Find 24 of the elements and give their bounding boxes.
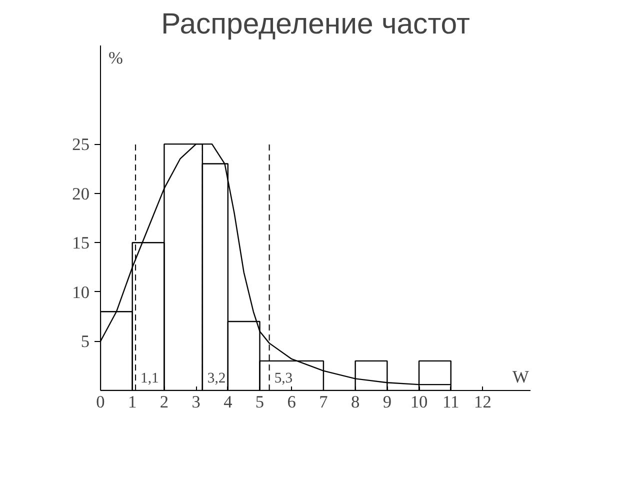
x-tick-label: 9	[382, 392, 392, 412]
x-tick-label: 7	[319, 392, 328, 412]
x-axis-title: W	[512, 368, 530, 386]
ref-line-label: 1,1	[140, 370, 159, 386]
x-tick-label: 12	[474, 392, 492, 412]
y-tick-label: 25	[72, 135, 90, 154]
y-tick-label: 10	[72, 282, 90, 302]
y-tick-label: 15	[72, 234, 90, 253]
x-tick-label: 4	[224, 392, 233, 412]
x-tick-label: 1	[128, 392, 137, 412]
y-axis-title: %	[108, 48, 123, 68]
x-tick-label: 11	[442, 392, 460, 412]
ref-line-label: 5,3	[274, 370, 293, 386]
chart-title: Распределение частот	[161, 8, 470, 40]
x-tick-label: 3	[192, 392, 200, 412]
x-tick-label: 5	[255, 392, 264, 412]
x-tick-label: 10	[410, 392, 428, 412]
ref-line-label: 3,2	[207, 370, 226, 386]
y-tick-label: 5	[80, 332, 90, 352]
x-tick-label: 0	[96, 392, 105, 412]
x-tick-label: 8	[350, 392, 360, 412]
x-tick-label: 2	[160, 392, 169, 412]
x-tick-label: 6	[287, 392, 296, 412]
y-tick-label: 20	[72, 184, 90, 204]
